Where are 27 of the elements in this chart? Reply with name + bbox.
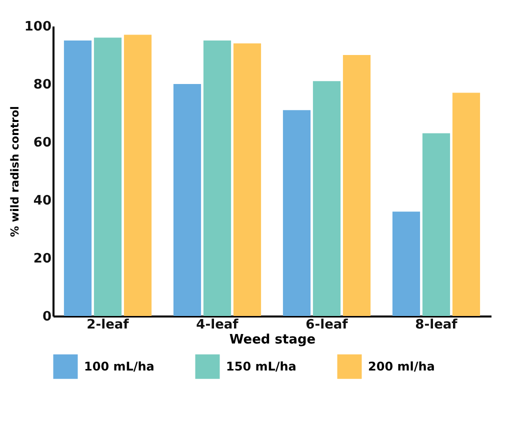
x-tick-label: 4-leaf	[196, 318, 239, 332]
y-tick-label: 60	[33, 136, 52, 150]
bar	[392, 212, 420, 316]
bar	[452, 92, 480, 316]
y-tick-label: 80	[33, 78, 52, 92]
y-tick-label: 0	[42, 310, 52, 324]
legend-label: 150 mL/ha	[226, 360, 296, 374]
y-tick-label: 20	[33, 252, 52, 266]
x-tick-label: 8-leaf	[415, 318, 458, 332]
bar	[203, 40, 232, 316]
bar	[233, 43, 262, 316]
x-tick-label: 6-leaf	[306, 318, 348, 332]
bar	[124, 34, 152, 316]
x-axis-title: Weed stage	[229, 332, 316, 348]
bar	[422, 133, 450, 316]
bar	[342, 55, 371, 316]
y-tick-label: 100	[24, 20, 52, 34]
bar	[173, 84, 202, 316]
bar	[94, 38, 122, 316]
bar	[312, 81, 341, 316]
x-tick-label: 2-leaf	[86, 318, 130, 332]
bar	[282, 110, 311, 316]
y-axis-title: % wild radish control	[8, 106, 22, 237]
legend-label: 200 ml/ha	[368, 360, 435, 374]
legend-label: 100 mL/ha	[84, 360, 154, 374]
y-tick-label: 40	[33, 194, 52, 208]
bar	[64, 40, 92, 316]
